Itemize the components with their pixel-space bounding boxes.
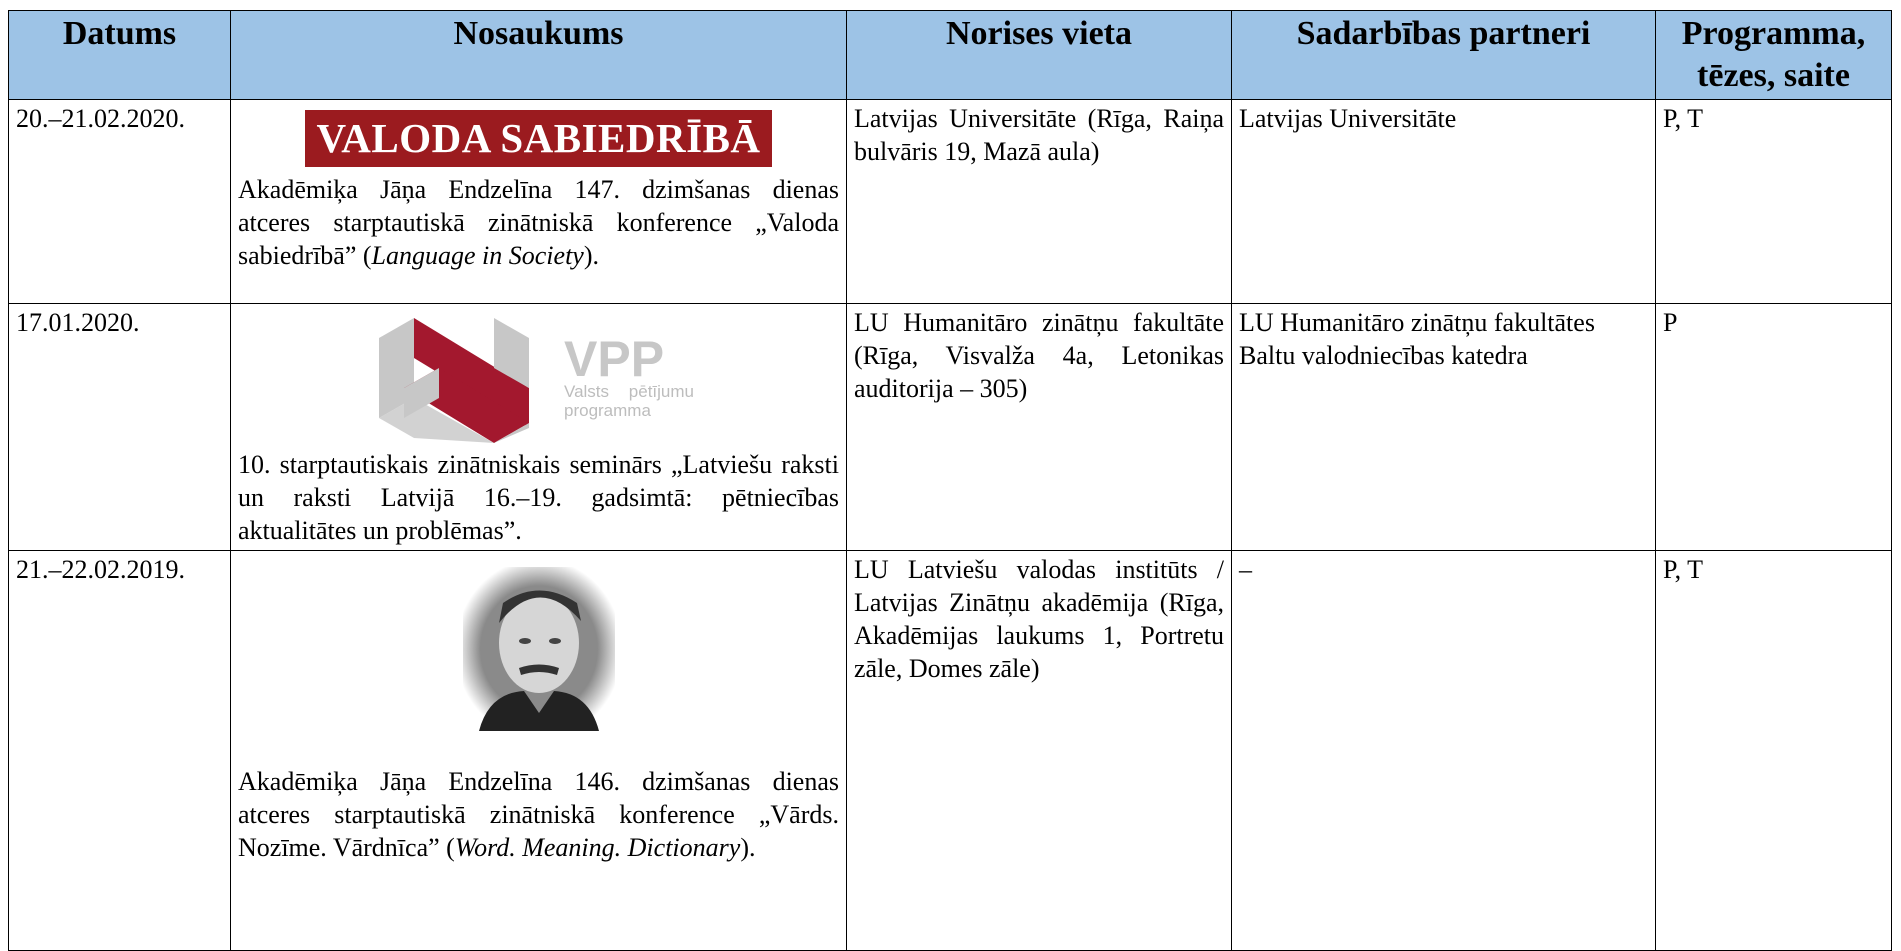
row: 20.–21.02.2020. VALODA SABIEDRĪBĀ Akadēm… [8, 99, 1892, 304]
row: 21.–22.02.2019. Akadēmiķa Jāņa Endzelīna… [8, 550, 1892, 951]
description: 10. starptautiskais zinātniskais seminār… [238, 448, 839, 547]
date: 20.–21.02.2020. [8, 99, 231, 304]
portrait [462, 567, 615, 731]
events-table: Datums Nosaukums Norises vieta Sadarbība… [8, 10, 1892, 951]
description-text: ). [583, 241, 600, 270]
row: 17.01.2020. VPP Valsts pētījumu programm… [8, 303, 1892, 551]
date: 17.01.2020. [8, 303, 231, 551]
vpp-title: VPP [564, 331, 664, 387]
logo-banner: VALODA SABIEDRĪBĀ [305, 110, 772, 167]
date: 21.–22.02.2019. [8, 550, 231, 951]
venue: Latvijas Universitāte (Rīga, Raiņa bulvā… [846, 99, 1232, 304]
description-text: Akadēmiķa Jāņa Endzelīna 147. dzimšanas … [238, 175, 839, 270]
description-italic: Language in Society [371, 241, 584, 270]
title-cell: Akadēmiķa Jāņa Endzelīna 146. dzimšanas … [230, 550, 847, 951]
partners: LU Humanitāro zinātņu fakultātes Baltu v… [1231, 303, 1656, 551]
description-text: 10. starptautiskais zinātniskais seminār… [238, 450, 839, 545]
description-text: Akadēmiķa Jāņa Endzelīna 146. dzimšanas … [238, 767, 839, 862]
header-cell: Nosaukums [230, 10, 847, 100]
links: P [1655, 303, 1892, 551]
vpp-subtitle: Valsts pētījumu programma [563, 382, 694, 420]
page: Datums Nosaukums Norises vieta Sadarbība… [8, 10, 1892, 951]
header-cell: Norises vieta [846, 10, 1232, 100]
partners: – [1231, 550, 1656, 951]
header-row: Datums Nosaukums Norises vieta Sadarbība… [8, 10, 1892, 100]
vpp-logo: VPP Valsts pētījumu programma [378, 318, 694, 443]
header-cell: Programma, tēzes, saite [1655, 10, 1892, 100]
partners: Latvijas Universitāte [1231, 99, 1656, 304]
title-cell: VALODA SABIEDRĪBĀ Akadēmiķa Jāņa Endzelī… [230, 99, 847, 304]
venue: LU Humanitāro zinātņu fakultāte (Rīga, V… [846, 303, 1232, 551]
links: P, T [1655, 99, 1892, 304]
description: Akadēmiķa Jāņa Endzelīna 147. dzimšanas … [238, 173, 839, 272]
links: P, T [1655, 550, 1892, 951]
venue: LU Latviešu valodas institūts / Latvijas… [846, 550, 1232, 951]
header-cell: Datums [8, 10, 231, 100]
header-cell: Sadarbības partneri [1231, 10, 1656, 100]
title-cell: VPP Valsts pētījumu programma 10. starpt… [230, 303, 847, 551]
description: Akadēmiķa Jāņa Endzelīna 146. dzimšanas … [238, 765, 839, 864]
description-text: ). [740, 833, 756, 862]
description-italic: Word. Meaning. Dictionary [454, 833, 741, 862]
